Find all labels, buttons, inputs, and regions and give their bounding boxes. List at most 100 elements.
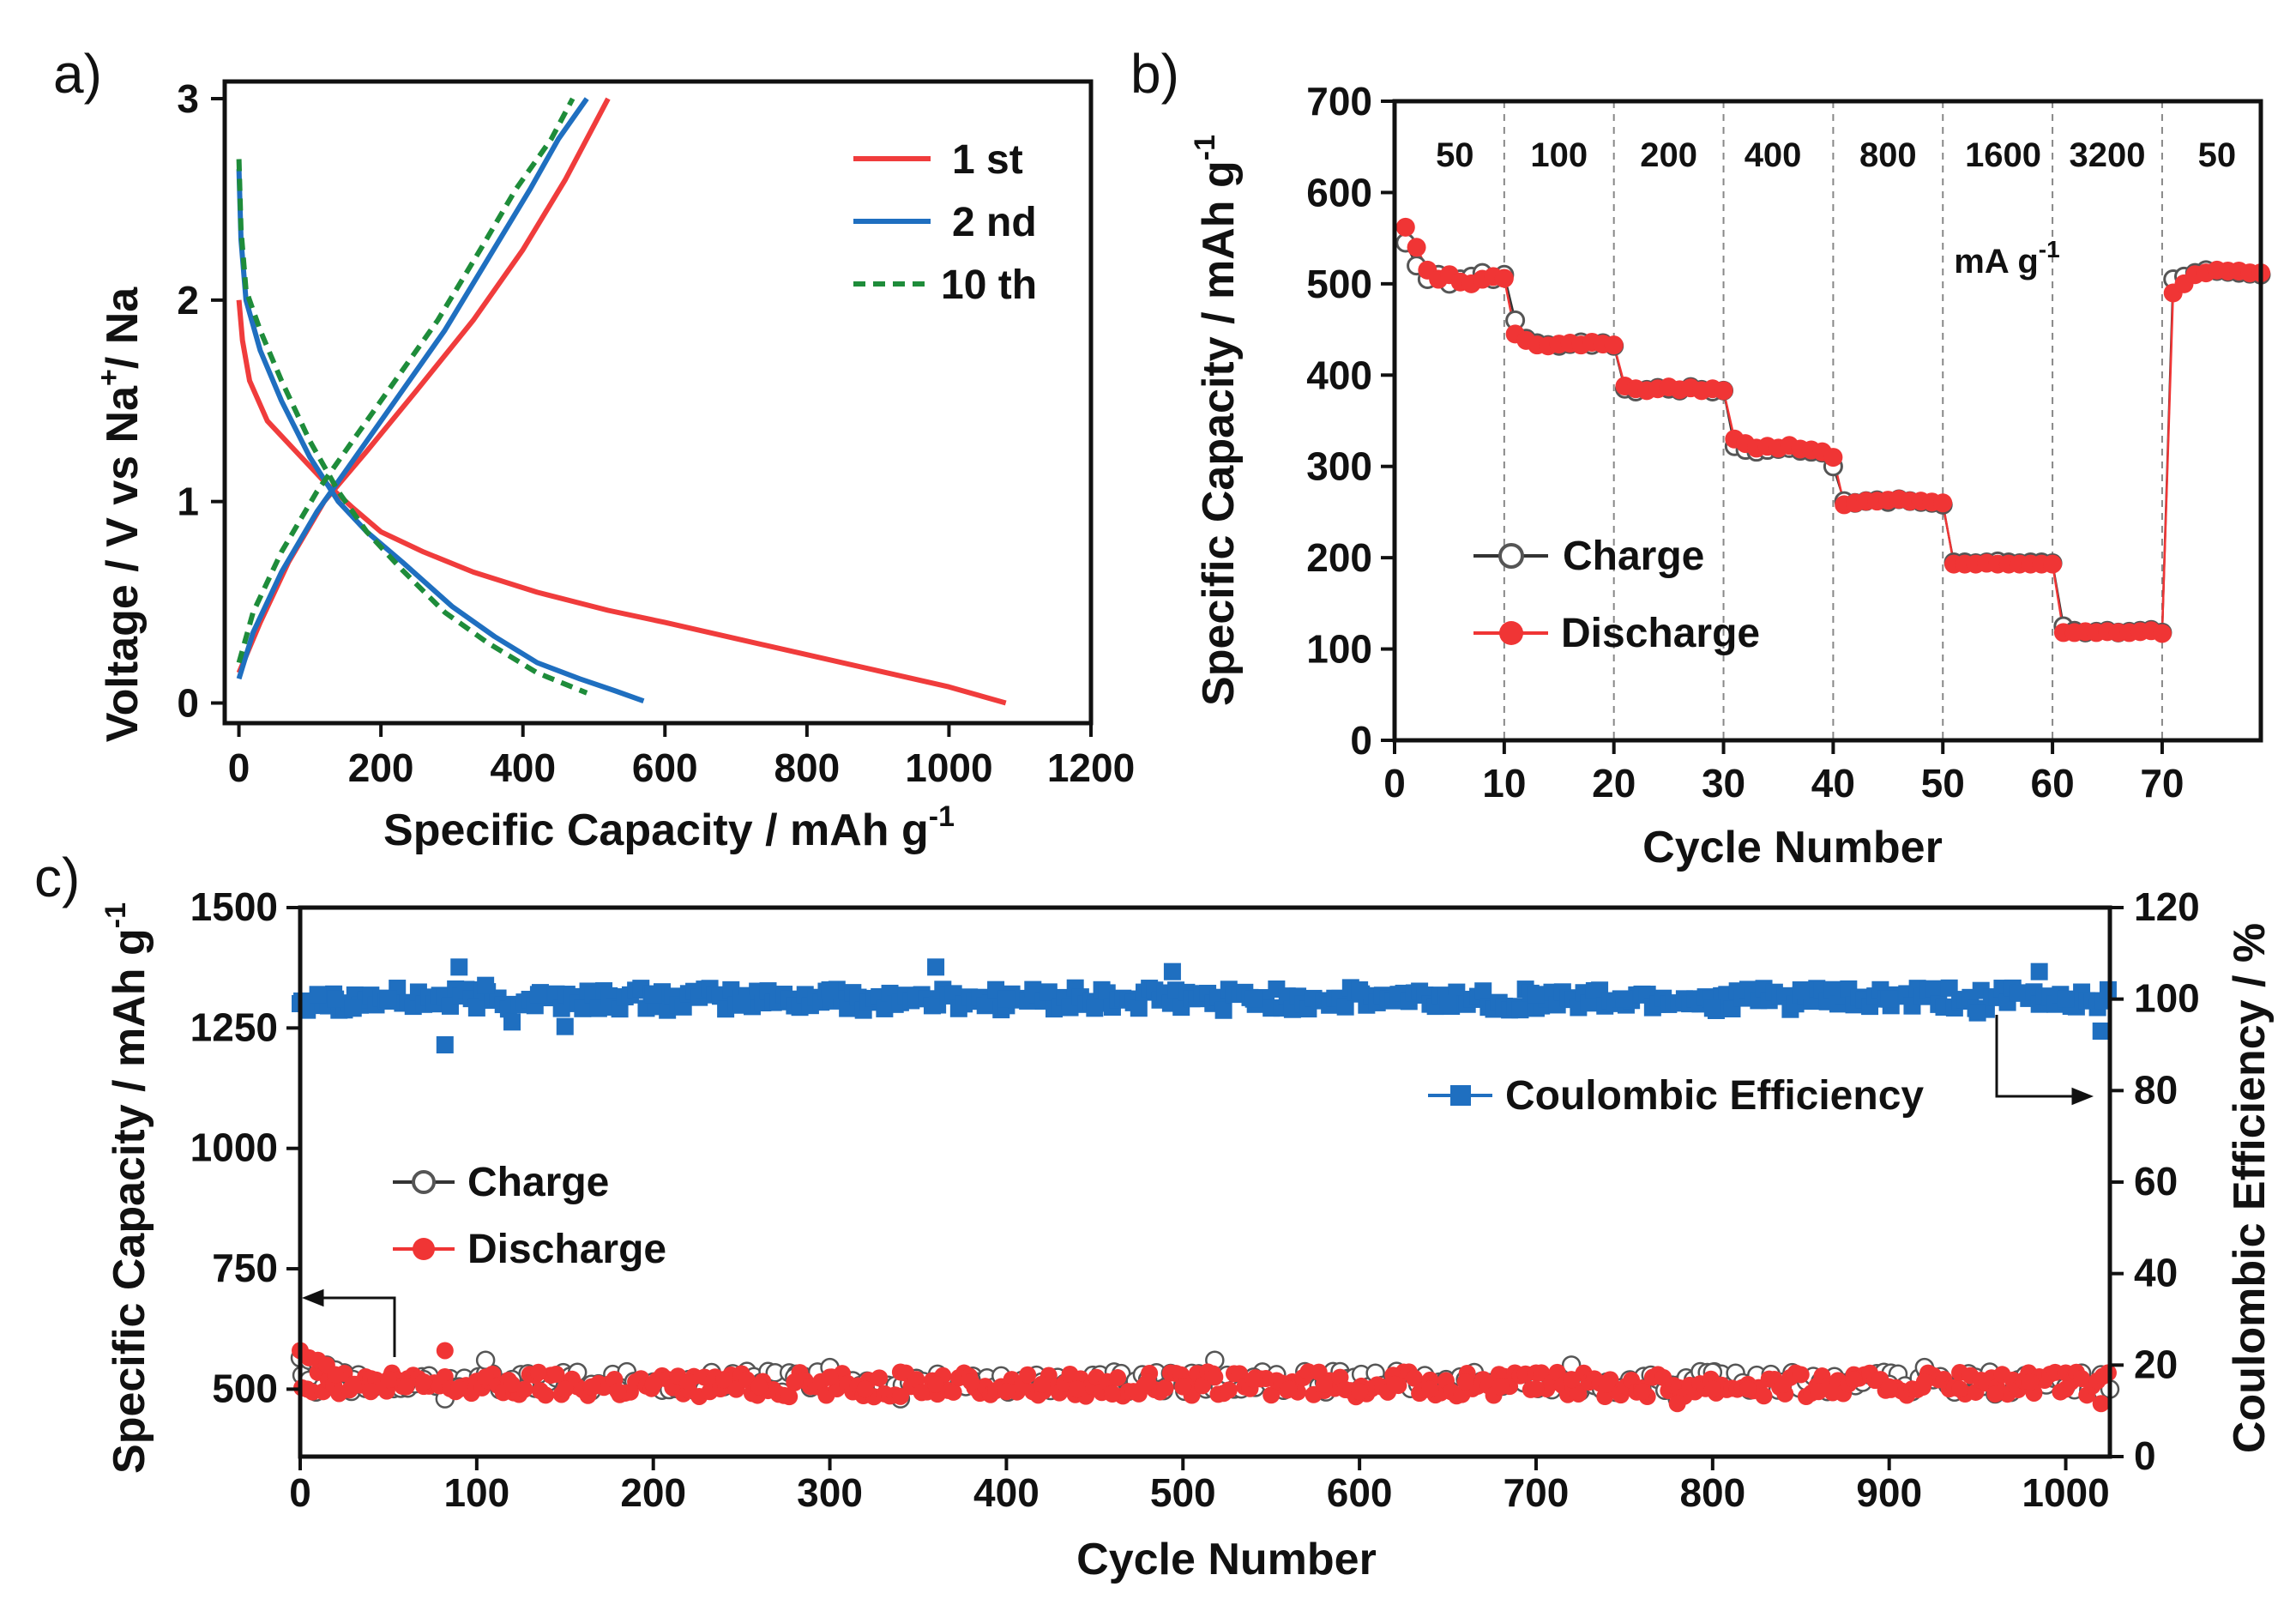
legend-swatch-discharge-c — [413, 1238, 435, 1260]
discharge-point — [750, 1378, 768, 1396]
efficiency-point — [1615, 990, 1633, 1008]
discharge-point — [1156, 1379, 1174, 1397]
series-line-1st-charge — [236, 97, 611, 674]
discharge-point — [1810, 1383, 1828, 1401]
efficiency-point — [1792, 981, 1810, 999]
efficiency-point — [477, 976, 495, 994]
chart-a-marks — [236, 97, 1007, 706]
efficiency-point — [327, 990, 345, 1008]
y-tick-label: 1 — [177, 480, 199, 524]
discharge-point — [679, 1373, 697, 1391]
chart-c-legend: Coulombic Efficiency Charge Discharge — [393, 1073, 1924, 1272]
discharge-point — [1174, 1378, 1192, 1396]
efficiency-point — [1351, 981, 1369, 999]
x-tick-label: 1000 — [2022, 1470, 2109, 1515]
efficiency-point — [556, 1017, 574, 1035]
rate-label: 50 — [2198, 136, 2237, 174]
chart-b-xlabel: Cycle Number — [1642, 823, 1943, 872]
legend-label-1st: 1 st — [952, 137, 1023, 183]
legend-label-discharge: Discharge — [1561, 611, 1760, 656]
discharge-point — [344, 1375, 362, 1393]
efficiency-point — [732, 995, 750, 1012]
efficiency-point — [1703, 999, 1721, 1017]
y-tick-label: 600 — [1306, 170, 1372, 214]
efficiency-point — [1940, 979, 1958, 997]
y-tick-label: 200 — [1306, 535, 1372, 580]
discharge-point — [537, 1386, 555, 1404]
chart-c-ticks: 0 100 200 300 400 500 600 700 800 900 100050075010… — [190, 884, 2200, 1515]
efficiency-point — [821, 981, 839, 999]
discharge-point — [397, 1378, 415, 1396]
y-tick-label: 1000 — [190, 1125, 278, 1170]
discharge-point — [1407, 238, 1426, 257]
discharge-point — [1755, 1387, 1773, 1405]
efficiency-point — [1880, 990, 1898, 1008]
rate-label: 200 — [1640, 136, 1697, 174]
discharge-point — [1986, 1385, 2004, 1403]
y-tick-label: 750 — [212, 1246, 278, 1290]
discharge-point — [1633, 1383, 1651, 1401]
series-line-10th-charge — [236, 97, 576, 664]
y-tick-label: 300 — [1306, 444, 1372, 489]
discharge-point — [944, 1383, 962, 1401]
x-tick-label: 900 — [1856, 1470, 1922, 1515]
x-tick-label: 0 — [1383, 761, 1406, 805]
discharge-point — [1068, 1380, 1086, 1398]
discharge-point — [2057, 1380, 2075, 1398]
panel-label-b: b) — [1130, 43, 1179, 105]
chart-c-marks — [290, 958, 2120, 1413]
discharge-point — [415, 1373, 433, 1391]
y-tick-label: 1250 — [190, 1005, 278, 1049]
efficiency-point — [1925, 980, 1943, 998]
y-right-tick-label: 100 — [2134, 976, 2200, 1021]
discharge-point — [2092, 1395, 2110, 1413]
efficiency-point — [1086, 999, 1104, 1017]
x-tick-label: 400 — [973, 1470, 1040, 1515]
discharge-point — [529, 1363, 547, 1381]
discharge-point — [927, 1375, 945, 1393]
y-tick-label: 0 — [1350, 718, 1372, 763]
y-tick-label: 100 — [1306, 627, 1372, 672]
discharge-point — [1019, 1366, 1037, 1384]
x-tick-label: 10 — [1482, 761, 1526, 805]
discharge-point — [1598, 1375, 1616, 1393]
y-right-tick-label: 20 — [2134, 1342, 2178, 1386]
efficiency-point — [1336, 998, 1354, 1016]
x-tick-label: 60 — [2031, 761, 2075, 805]
efficiency-point — [574, 999, 592, 1017]
discharge-point — [1880, 1378, 1898, 1396]
discharge-point — [1951, 1380, 1969, 1398]
efficiency-point — [503, 1013, 521, 1031]
y-right-tick-label: 40 — [2134, 1251, 2178, 1295]
discharge-point — [962, 1373, 980, 1391]
discharge-point — [1548, 1363, 1566, 1381]
discharge-point — [2152, 624, 2172, 643]
discharge-point — [609, 1383, 627, 1401]
discharge-point — [477, 1368, 495, 1386]
efficiency-point — [1474, 982, 1492, 1000]
discharge-point — [871, 1369, 889, 1387]
y-tick-label: 0 — [177, 681, 199, 726]
x-tick-label: 0 — [228, 745, 250, 790]
efficiency-point — [927, 958, 945, 976]
x-tick-label: 800 — [774, 745, 840, 790]
y-tick-label: 500 — [1306, 262, 1372, 306]
y-tick-label: 1500 — [190, 884, 278, 929]
efficiency-point — [2030, 962, 2048, 980]
x-tick-label: 40 — [1811, 761, 1855, 805]
x-tick-label: 0 — [289, 1470, 311, 1515]
discharge-point — [1845, 1371, 1863, 1389]
discharge-point — [556, 1380, 574, 1398]
chart-b-unit-label: mA g-1 — [1954, 236, 2059, 281]
legend-label-discharge-c: Discharge — [467, 1227, 666, 1272]
rate-label: 50 — [1436, 136, 1474, 174]
legend-label-2nd: 2 nd — [952, 200, 1037, 245]
discharge-point — [1405, 1369, 1423, 1387]
discharge-point — [2043, 554, 2063, 574]
chart-c-ylabel: Specific Capacity / mAh g-1 — [99, 902, 154, 1474]
discharge-point — [503, 1375, 521, 1393]
rate-label: 100 — [1530, 136, 1588, 174]
discharge-point — [1206, 1368, 1224, 1386]
discharge-point — [1739, 1380, 1757, 1398]
discharge-point — [1915, 1373, 1933, 1391]
